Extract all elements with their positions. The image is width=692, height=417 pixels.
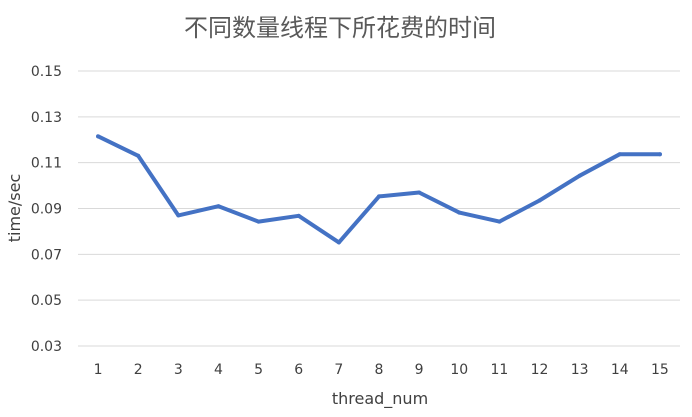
x-tick-label: 4	[214, 362, 223, 378]
x-tick-label: 15	[651, 362, 669, 378]
x-tick-label: 7	[334, 362, 343, 378]
x-tick-label: 14	[611, 362, 629, 378]
x-tick-label: 6	[294, 362, 303, 378]
y-axis-label: time/sec	[5, 174, 24, 243]
x-tick-label: 1	[94, 362, 103, 378]
x-tick-label: 9	[415, 362, 424, 378]
data-point	[256, 219, 261, 224]
x-tick-label: 8	[375, 362, 384, 378]
series-line	[96, 134, 662, 245]
data-point	[537, 198, 542, 203]
x-tick-label: 11	[490, 362, 508, 378]
y-tick-label: 0.03	[31, 339, 62, 355]
y-tick-label: 0.15	[31, 64, 62, 80]
data-point	[136, 153, 141, 158]
data-point	[617, 152, 622, 157]
x-axis-label: thread_num	[332, 389, 428, 409]
data-point	[377, 194, 381, 199]
data-point	[176, 213, 181, 218]
data-point	[336, 240, 341, 245]
data-point	[457, 210, 462, 215]
y-tick-label: 0.07	[31, 247, 62, 263]
data-point	[96, 134, 101, 139]
data-point	[296, 213, 301, 218]
x-tick-label: 10	[450, 362, 468, 378]
data-point	[577, 173, 582, 178]
y-axis-ticks: 0.03 0.05 0.07 0.09 0.11 0.13 0.15	[31, 64, 62, 355]
chart-title: 不同数量线程下所花费的时间	[184, 14, 496, 42]
x-tick-label: 13	[571, 362, 589, 378]
x-tick-label: 3	[174, 362, 183, 378]
data-point	[216, 204, 221, 209]
data-point	[417, 190, 422, 195]
x-tick-label: 2	[134, 362, 143, 378]
x-tick-label: 12	[531, 362, 549, 378]
y-tick-label: 0.13	[31, 110, 62, 126]
y-tick-label: 0.05	[31, 293, 62, 309]
y-tick-label: 0.11	[31, 156, 62, 172]
x-tick-label: 5	[254, 362, 263, 378]
data-point	[497, 219, 502, 224]
data-point	[657, 152, 662, 157]
series-layer	[96, 134, 662, 245]
x-axis-ticks: 1 2 3 4 5 6 7 8 9 10 11 12 13 14 15	[94, 362, 669, 378]
y-tick-label: 0.09	[31, 202, 62, 218]
gridlines	[78, 70, 680, 347]
